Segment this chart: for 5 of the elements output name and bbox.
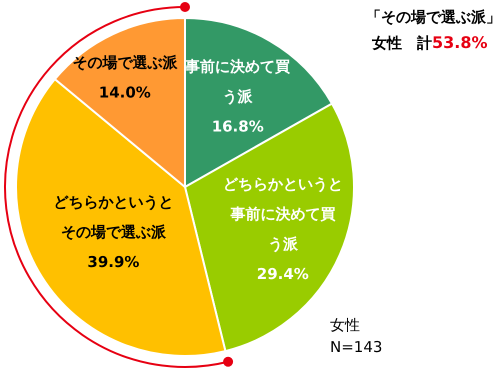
annotation: 女性 bbox=[330, 316, 360, 334]
annotation: 「その場で選ぶ派」 bbox=[366, 8, 500, 26]
annotation: 53.8% bbox=[432, 33, 488, 52]
annotation: N=143 bbox=[330, 338, 382, 356]
annotation: 女性 計 bbox=[372, 34, 432, 52]
